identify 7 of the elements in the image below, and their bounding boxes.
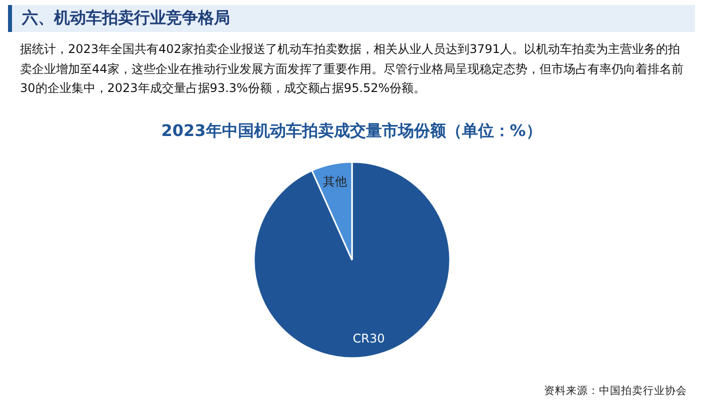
text: 六、机动车拍卖行业竞争格局 xyxy=(22,8,230,29)
slice-label: CR30 xyxy=(352,332,385,346)
text: 据统计，2023年全国共有402家拍卖企业报送了机动车拍卖数据，相关从业人员达到3791人。以机动车拍卖为主营业务的拍卖企业增加至44家，这些企业在推动行业发展方面发挥了重要作用。尽管行业格局呈现稳定态势，但市场占有率仍向着排名前30的企业集中，2023年成交量占据93.3%份额，成交额占据95.52%份额。 xyxy=(20,41,684,97)
pie-slice xyxy=(253,161,451,359)
chart-title: 2023年中国机动车拍卖成交量市场份额（单位：%） xyxy=(160,121,543,142)
slice-label: 其他 xyxy=(323,174,348,188)
text: 资料来源：中国拍卖行业协会 xyxy=(544,384,687,398)
